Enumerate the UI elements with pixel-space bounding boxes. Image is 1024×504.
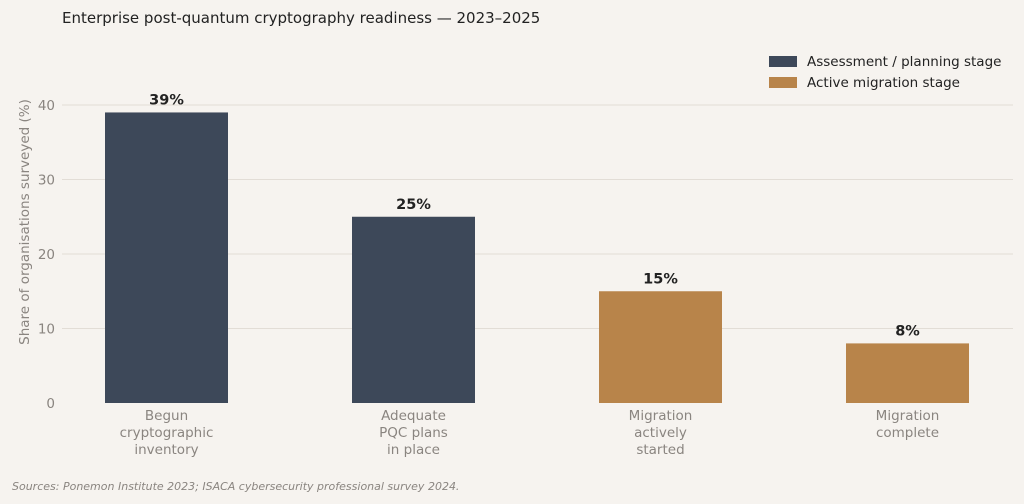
x-tick-label: Migration complete xyxy=(876,408,940,441)
x-tick-label-line: cryptographic xyxy=(120,425,214,441)
x-tick-label-line: PQC plans xyxy=(379,425,448,441)
x-tick-label-line: Adequate xyxy=(381,408,446,424)
data-labels: 39% 25% 15% 8% xyxy=(149,92,920,339)
x-tick-label: Begun cryptographic inventory xyxy=(120,408,214,458)
source-footnote: Sources: Ponemon Institute 2023; ISACA c… xyxy=(12,480,460,493)
y-tick-label: 40 xyxy=(38,98,55,114)
x-tick-label-line: started xyxy=(636,442,684,458)
data-label: 25% xyxy=(396,197,431,213)
chart-title: Enterprise post-quantum cryptography rea… xyxy=(62,9,541,27)
x-tick-label-line: in place xyxy=(387,442,440,458)
x-tick-label-line: inventory xyxy=(134,442,198,458)
x-tick-label-line: Migration xyxy=(876,408,940,424)
x-tick-label-line: actively xyxy=(634,425,687,441)
x-tick-label: Adequate PQC plans in place xyxy=(379,408,448,458)
bar xyxy=(352,216,475,403)
legend-swatch-migration xyxy=(769,77,797,88)
legend: Assessment / planning stage Active migra… xyxy=(769,51,1001,93)
legend-item-migration: Active migration stage xyxy=(769,72,1001,93)
legend-swatch-assessment xyxy=(769,56,797,67)
bar xyxy=(599,291,722,403)
y-tick-label: 0 xyxy=(46,396,55,412)
x-tick-label-line: complete xyxy=(876,425,939,441)
legend-label-assessment: Assessment / planning stage xyxy=(807,53,1002,70)
y-axis-ticks: 0 10 20 30 40 xyxy=(38,98,55,412)
y-tick-label: 10 xyxy=(38,322,55,338)
data-label: 15% xyxy=(643,271,678,287)
bar xyxy=(846,343,969,403)
data-label: 8% xyxy=(895,323,920,339)
legend-item-assessment: Assessment / planning stage xyxy=(769,51,1001,72)
y-tick-label: 30 xyxy=(38,173,55,189)
data-label: 39% xyxy=(149,92,184,108)
bars xyxy=(105,112,969,403)
x-tick-label-line: Begun xyxy=(145,408,188,424)
x-tick-label-line: Migration xyxy=(629,408,693,424)
y-tick-label: 20 xyxy=(38,247,55,263)
y-axis-label: Share of organisations surveyed (%) xyxy=(17,99,33,345)
bar xyxy=(105,112,228,403)
x-axis-ticks: Begun cryptographic inventory Adequate PQC p… xyxy=(120,408,940,458)
x-tick-label: Migration actively started xyxy=(629,408,693,458)
legend-label-migration: Active migration stage xyxy=(807,74,960,91)
